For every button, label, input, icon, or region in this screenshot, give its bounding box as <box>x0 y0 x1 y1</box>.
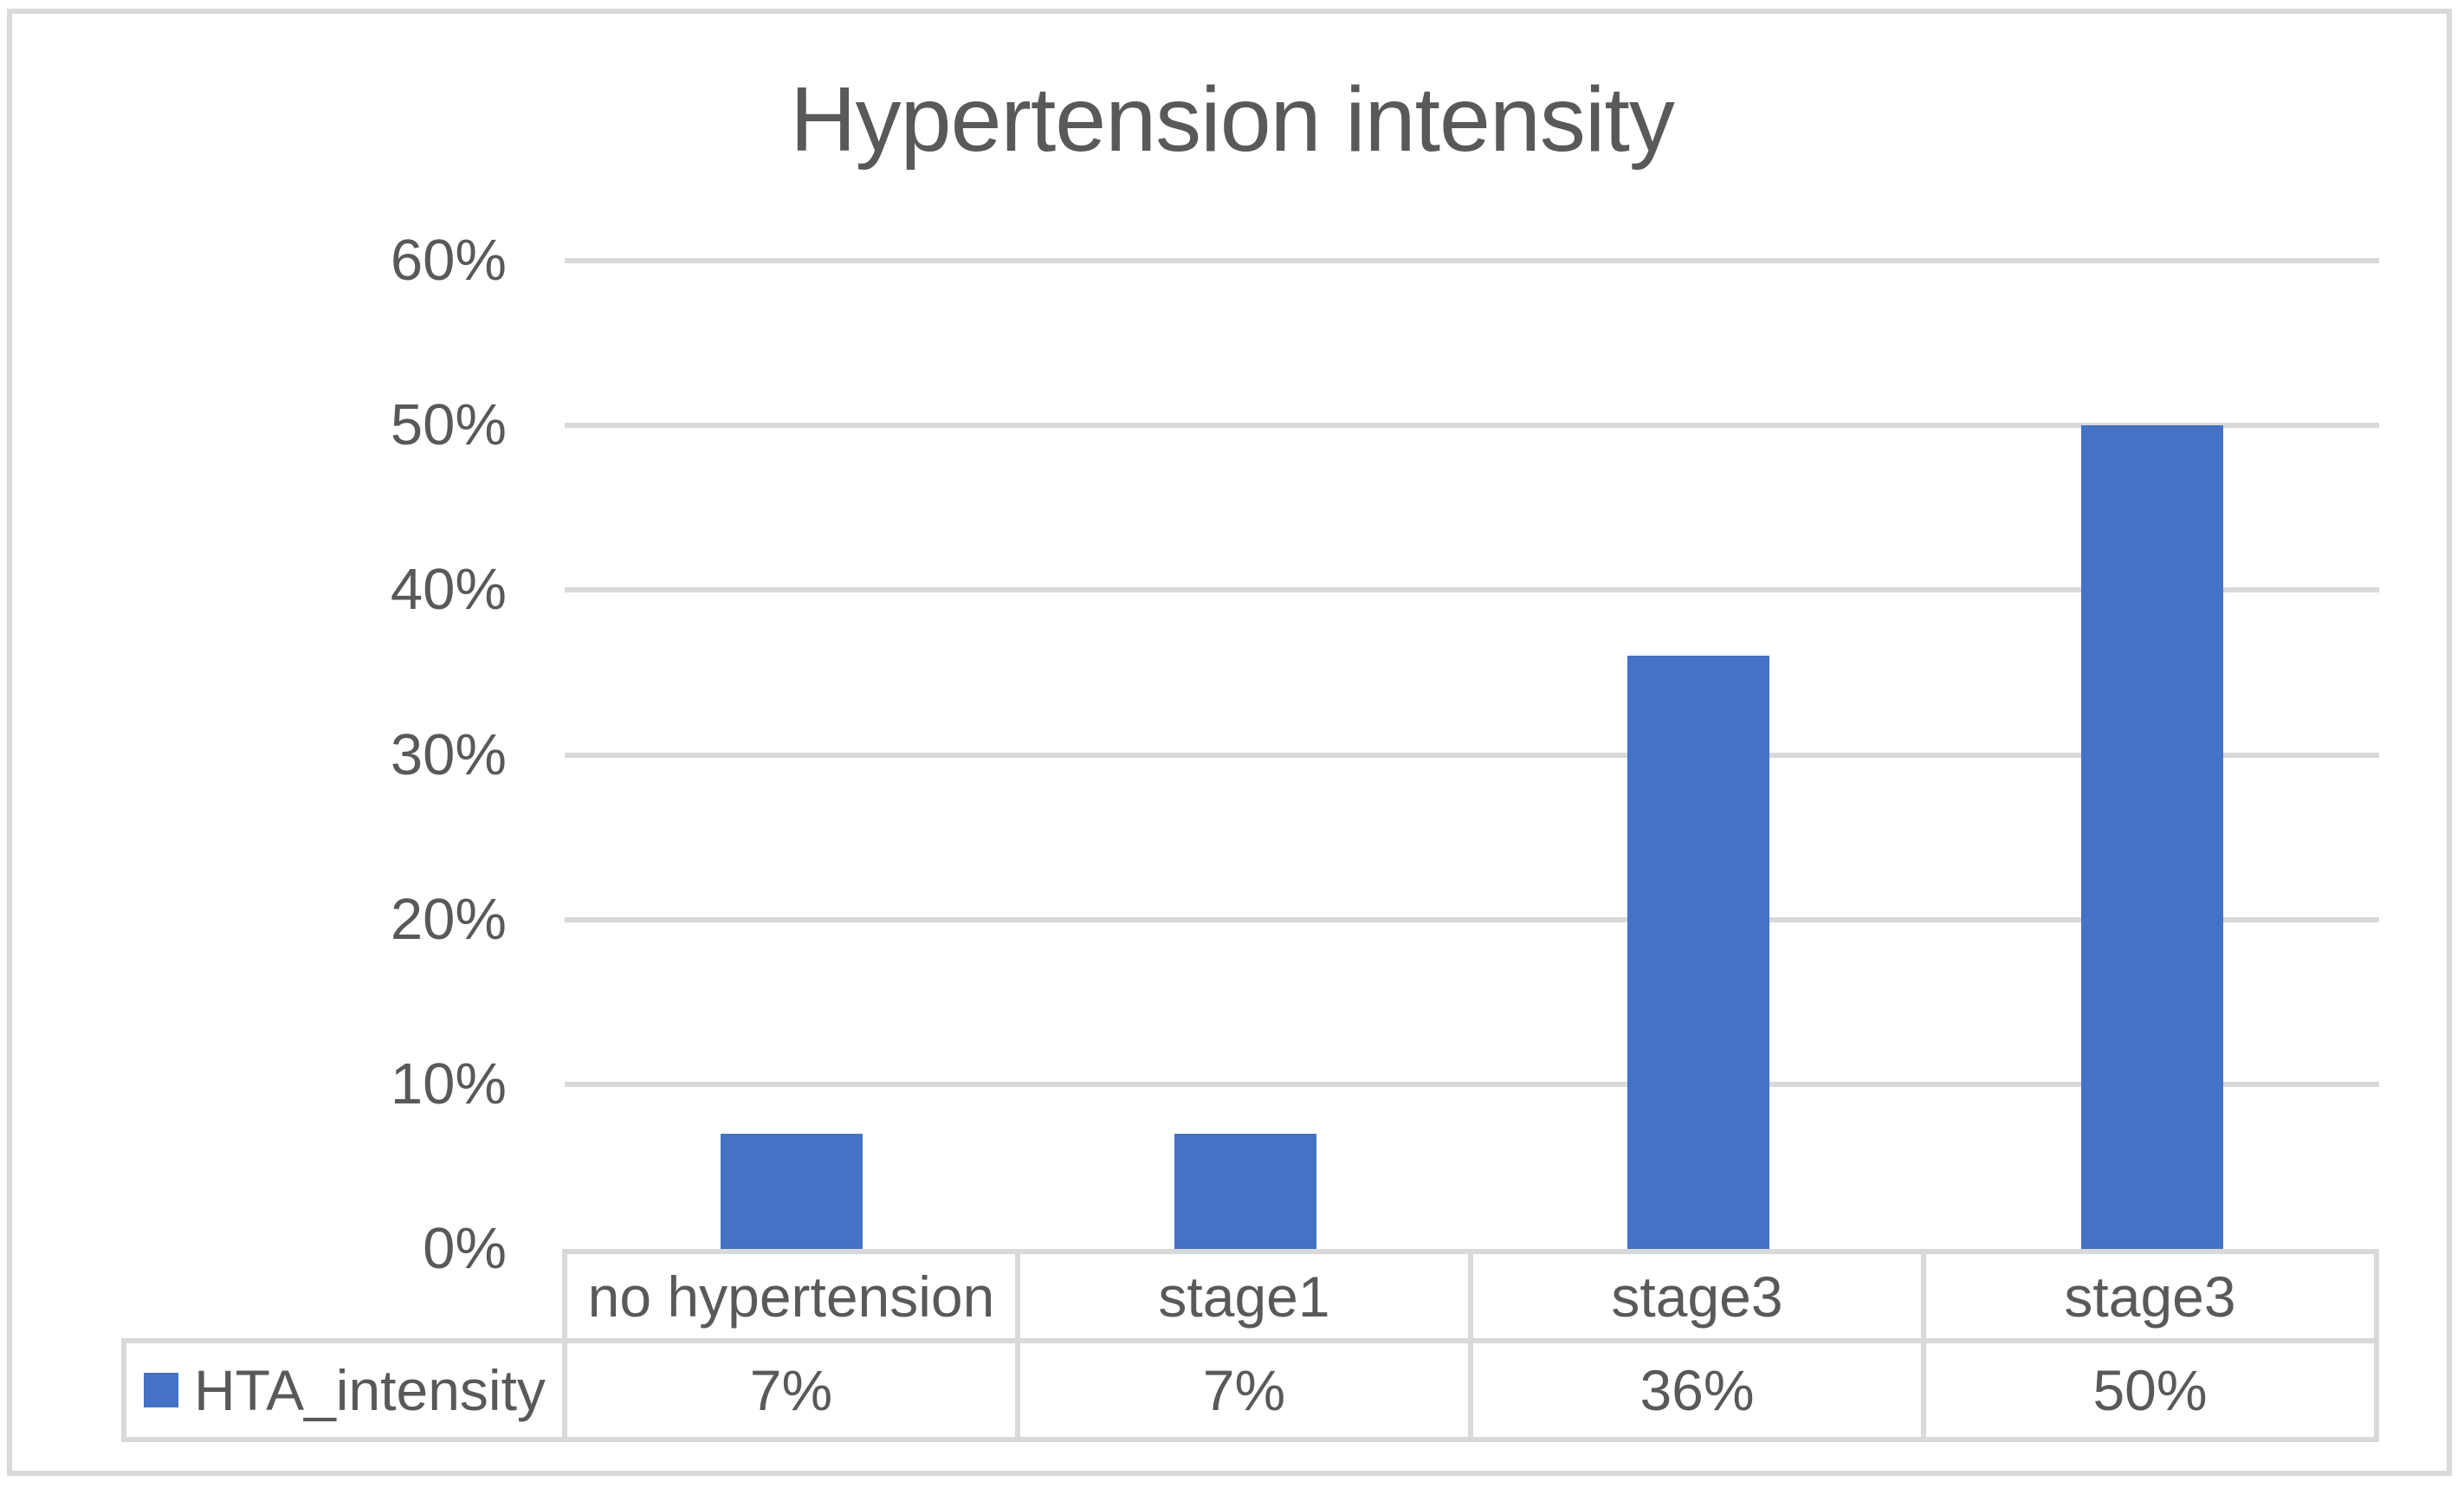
y-tick-label: 20% <box>390 886 507 952</box>
legend-cell: HTA_intensity <box>121 1338 562 1442</box>
bar <box>720 1133 863 1249</box>
gridline <box>565 258 2379 263</box>
category-cell: stage3 <box>1921 1254 2374 1338</box>
gridline <box>565 1081 2379 1087</box>
legend-label: HTA_intensity <box>194 1358 546 1422</box>
y-tick-label: 30% <box>390 721 507 787</box>
value-cell: 7% <box>1015 1343 1468 1437</box>
chart-title: Hypertension intensity <box>790 68 1675 171</box>
gridline <box>565 587 2379 593</box>
category-cell: no hypertension <box>587 1264 995 1329</box>
category-header-row: no hypertension stage1 stage3 stage3 <box>562 1249 2379 1338</box>
category-cell: stage3 <box>1468 1254 1921 1338</box>
value-cell: 50% <box>1921 1343 2374 1437</box>
y-tick-label: 60% <box>390 228 507 293</box>
bar <box>2081 425 2224 1249</box>
value-cell: 7% <box>749 1358 833 1422</box>
y-tick-label: 50% <box>390 392 507 458</box>
gridline <box>565 752 2379 758</box>
bar <box>1627 656 1770 1249</box>
plot-area <box>565 258 2379 1249</box>
legend-key-swatch <box>144 1373 178 1407</box>
gridline <box>565 916 2379 922</box>
category-cell: stage1 <box>1015 1254 1468 1338</box>
y-tick-label: 40% <box>390 557 507 623</box>
bar <box>1174 1133 1316 1249</box>
value-row: 7% 7% 36% 50% <box>562 1338 2379 1442</box>
gridline <box>565 423 2379 429</box>
value-cell: 36% <box>1468 1343 1921 1437</box>
chart-border-frame <box>7 9 2452 1476</box>
y-tick-label: 10% <box>390 1051 507 1116</box>
y-tick-label: 0% <box>423 1216 507 1281</box>
